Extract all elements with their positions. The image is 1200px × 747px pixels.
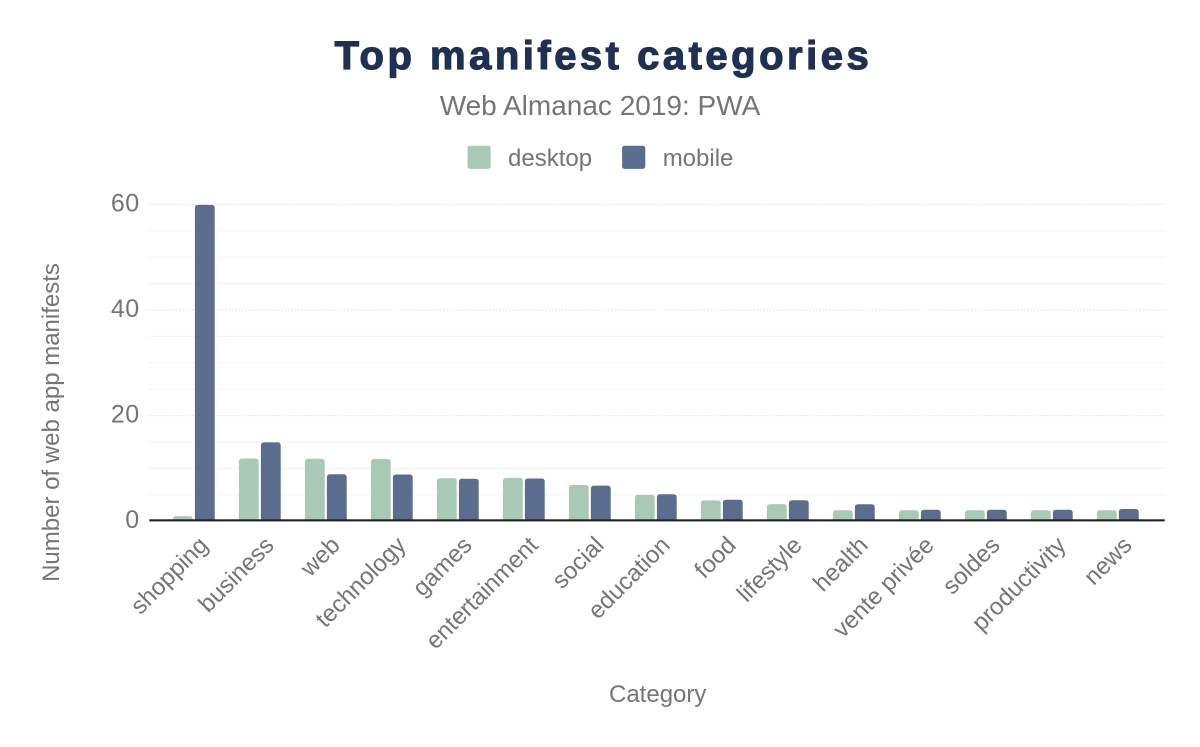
svg-text:Top manifest categories: Top manifest categories	[335, 34, 873, 78]
svg-text:Web Almanac 2019: PWA: Web Almanac 2019: PWA	[440, 90, 761, 121]
svg-text:mobile: mobile	[663, 145, 734, 172]
svg-text:0: 0	[125, 506, 139, 534]
svg-text:Category: Category	[609, 681, 706, 708]
svg-text:Number of web app manifests: Number of web app manifests	[38, 263, 65, 582]
svg-text:60: 60	[111, 189, 140, 217]
svg-text:20: 20	[111, 401, 140, 429]
svg-text:40: 40	[111, 295, 140, 323]
svg-text:desktop: desktop	[508, 145, 592, 172]
